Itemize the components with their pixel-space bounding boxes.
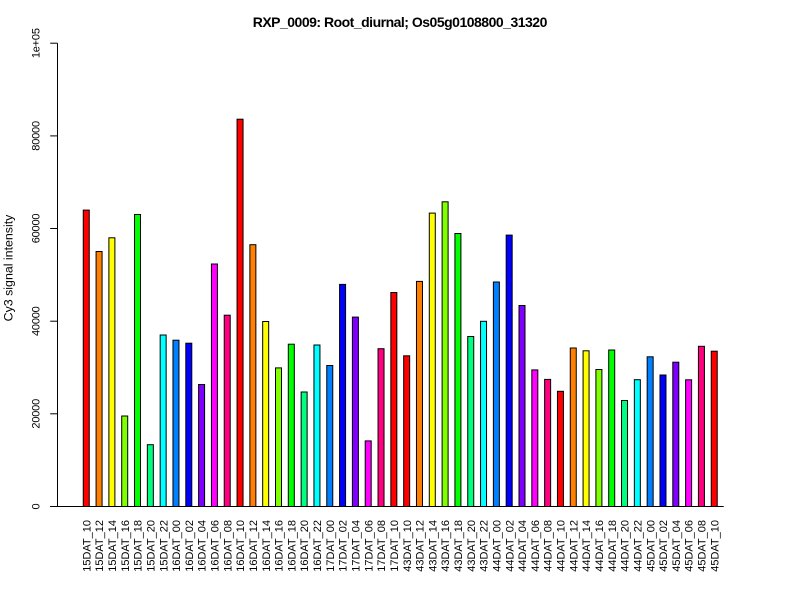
svg-text:44DAT_04: 44DAT_04 bbox=[517, 520, 529, 572]
svg-text:15DAT_10: 15DAT_10 bbox=[81, 520, 93, 572]
svg-text:44DAT_02: 44DAT_02 bbox=[504, 520, 516, 572]
svg-text:44DAT_18: 44DAT_18 bbox=[607, 520, 619, 572]
svg-text:16DAT_08: 16DAT_08 bbox=[222, 520, 234, 572]
svg-text:43DAT_22: 43DAT_22 bbox=[479, 520, 491, 572]
svg-text:15DAT_18: 15DAT_18 bbox=[133, 520, 145, 572]
svg-text:45DAT_02: 45DAT_02 bbox=[658, 520, 670, 572]
svg-text:Cy3 signal intensity: Cy3 signal intensity bbox=[1, 214, 15, 322]
svg-text:16DAT_18: 16DAT_18 bbox=[286, 520, 298, 572]
svg-text:44DAT_14: 44DAT_14 bbox=[581, 520, 593, 572]
svg-text:45DAT_10: 45DAT_10 bbox=[709, 520, 721, 572]
svg-text:43DAT_12: 43DAT_12 bbox=[415, 520, 427, 572]
svg-text:44DAT_12: 44DAT_12 bbox=[568, 520, 580, 572]
svg-text:43DAT_18: 43DAT_18 bbox=[453, 520, 465, 572]
svg-text:0: 0 bbox=[31, 503, 43, 509]
svg-text:1e+05: 1e+05 bbox=[31, 28, 43, 58]
svg-text:16DAT_04: 16DAT_04 bbox=[197, 520, 209, 572]
svg-text:44DAT_10: 44DAT_10 bbox=[556, 520, 568, 572]
svg-text:45DAT_04: 45DAT_04 bbox=[671, 520, 683, 572]
svg-text:44DAT_20: 44DAT_20 bbox=[620, 520, 632, 572]
svg-text:15DAT_20: 15DAT_20 bbox=[145, 520, 157, 572]
svg-text:17DAT_02: 17DAT_02 bbox=[338, 520, 350, 572]
svg-text:16DAT_12: 16DAT_12 bbox=[248, 520, 260, 572]
svg-text:17DAT_04: 17DAT_04 bbox=[350, 520, 362, 572]
svg-text:60000: 60000 bbox=[31, 214, 43, 244]
svg-text:80000: 80000 bbox=[31, 121, 43, 151]
svg-text:17DAT_06: 17DAT_06 bbox=[363, 520, 375, 572]
svg-text:17DAT_10: 17DAT_10 bbox=[389, 520, 401, 572]
svg-text:16DAT_16: 16DAT_16 bbox=[274, 520, 286, 572]
svg-text:17DAT_00: 17DAT_00 bbox=[325, 520, 337, 572]
svg-text:44DAT_22: 44DAT_22 bbox=[632, 520, 644, 572]
svg-text:15DAT_14: 15DAT_14 bbox=[107, 520, 119, 572]
svg-text:44DAT_16: 44DAT_16 bbox=[594, 520, 606, 572]
svg-text:45DAT_08: 45DAT_08 bbox=[697, 520, 709, 572]
svg-text:15DAT_22: 15DAT_22 bbox=[158, 520, 170, 572]
svg-text:RXP_0009: Root_diurnal; Os05g0: RXP_0009: Root_diurnal; Os05g0108800_313… bbox=[253, 14, 548, 30]
svg-text:17DAT_08: 17DAT_08 bbox=[376, 520, 388, 572]
svg-text:16DAT_06: 16DAT_06 bbox=[210, 520, 222, 572]
svg-text:15DAT_16: 15DAT_16 bbox=[120, 520, 132, 572]
svg-text:44DAT_08: 44DAT_08 bbox=[543, 520, 555, 572]
svg-text:43DAT_16: 43DAT_16 bbox=[440, 520, 452, 572]
svg-text:45DAT_06: 45DAT_06 bbox=[684, 520, 696, 572]
svg-text:16DAT_20: 16DAT_20 bbox=[299, 520, 311, 572]
svg-text:16DAT_22: 16DAT_22 bbox=[312, 520, 324, 572]
svg-text:16DAT_02: 16DAT_02 bbox=[184, 520, 196, 572]
svg-text:44DAT_00: 44DAT_00 bbox=[491, 520, 503, 572]
svg-text:16DAT_14: 16DAT_14 bbox=[261, 520, 273, 572]
svg-text:15DAT_12: 15DAT_12 bbox=[94, 520, 106, 572]
svg-text:44DAT_06: 44DAT_06 bbox=[530, 520, 542, 572]
svg-text:45DAT_00: 45DAT_00 bbox=[645, 520, 657, 572]
svg-text:16DAT_00: 16DAT_00 bbox=[171, 520, 183, 572]
svg-text:43DAT_14: 43DAT_14 bbox=[427, 520, 439, 572]
svg-text:43DAT_20: 43DAT_20 bbox=[466, 520, 478, 572]
svg-text:16DAT_10: 16DAT_10 bbox=[235, 520, 247, 572]
svg-text:20000: 20000 bbox=[31, 399, 43, 429]
svg-text:43DAT_10: 43DAT_10 bbox=[402, 520, 414, 572]
svg-text:40000: 40000 bbox=[31, 306, 43, 336]
